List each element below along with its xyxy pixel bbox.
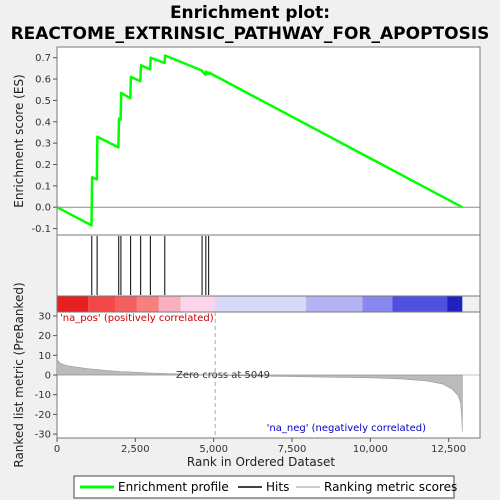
xtick-label-4: 10,000	[353, 444, 388, 455]
metric-ytick-label-6: 30	[38, 311, 51, 322]
x-axis-label: Rank in Ordered Dataset	[187, 455, 335, 469]
es-ytick-label-6: 0.5	[35, 96, 51, 107]
legend-box	[73, 475, 455, 499]
pos-correlated-label: 'na_pos' (positively correlated)	[60, 313, 214, 324]
legend-metric-label: Ranking metric scores	[324, 480, 457, 494]
color-bar-segment-7	[306, 296, 363, 312]
xtick-label-1: 2,500	[121, 444, 150, 455]
enrichment-profile-line	[56, 54, 463, 227]
es-ytick-label-1: 0.0	[35, 203, 51, 214]
color-bar-segment-3	[136, 296, 159, 312]
es-ytick-label-5: 0.4	[35, 117, 51, 128]
color-bar-segment-6	[215, 296, 307, 312]
axis-ticks: -0.1 0.0 0.1 0.2 0.3 0.4 0.5 0.6 0.7 -30 -20 -10 0 10…	[31, 53, 466, 455]
hits-panel	[56, 234, 481, 297]
color-bar-segment-9	[392, 296, 448, 312]
metric-ytick-label-0: -30	[35, 430, 51, 441]
xtick-label-2: 5,000	[199, 444, 228, 455]
chart-title-line1: Enrichment plot:	[170, 3, 330, 23]
legend: Enrichment profile Hits Ranking metric s…	[73, 475, 457, 499]
es-ytick-label-7: 0.6	[35, 75, 51, 86]
color-bar-segment-8	[362, 296, 393, 312]
color-bar-segment-5	[180, 296, 216, 312]
color-bar-segment-2	[114, 296, 137, 312]
legend-hits-label: Hits	[266, 480, 289, 494]
es-panel	[56, 46, 481, 236]
xtick-label-5: 12,500	[431, 444, 466, 455]
es-y-axis-label: Enrichment score (ES)	[12, 74, 26, 207]
neg-correlated-label: 'na_neg' (negatively correlated)	[267, 423, 426, 434]
metric-ytick-label-2: -10	[35, 390, 51, 401]
color-bar-segment-1	[88, 296, 115, 312]
hit-marks	[91, 236, 210, 295]
xtick-label-0: 0	[54, 444, 60, 455]
es-ytick-label-2: 0.1	[35, 181, 51, 192]
xtick-label-3: 7,500	[278, 444, 307, 455]
metric-y-axis-label: Ranked list metric (PreRanked)	[12, 282, 26, 467]
ranked-list-color-bar	[56, 295, 481, 313]
color-bar-segment-10	[447, 296, 463, 312]
metric-ytick-label-3: 0	[45, 371, 51, 382]
color-bar-segment-0	[57, 296, 89, 312]
es-ytick-label-0: -0.1	[31, 224, 51, 235]
es-ytick-label-3: 0.2	[35, 160, 51, 171]
metric-ytick-label-5: 20	[38, 331, 51, 342]
chart-title-line2: REACTOME_EXTRINSIC_PATHWAY_FOR_APOPTOSIS	[11, 24, 490, 44]
es-ytick-label-4: 0.3	[35, 139, 51, 150]
metric-ytick-label-4: 10	[38, 351, 51, 362]
zero-cross-label: Zero cross at 5049	[176, 370, 270, 381]
legend-enrichment-label: Enrichment profile	[118, 480, 229, 494]
es-ytick-label-8: 0.7	[35, 53, 51, 64]
enrichment-profile-series	[56, 54, 463, 227]
ranking-metric-series	[56, 312, 480, 438]
ranking-metric-area	[56, 358, 463, 433]
metric-ytick-label-1: -20	[35, 410, 51, 421]
color-bar-segment-4	[158, 296, 181, 312]
